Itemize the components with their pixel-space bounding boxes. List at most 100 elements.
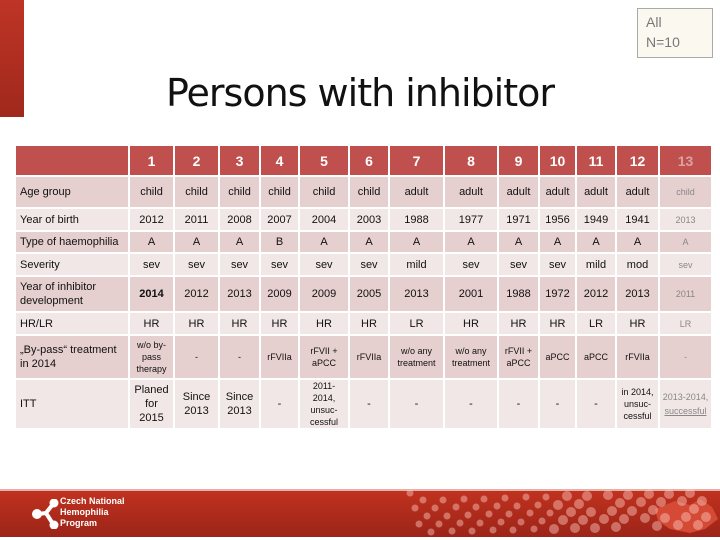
table-cell: rFVIIa <box>615 334 660 380</box>
table-cell: Since 2013 <box>218 378 261 430</box>
dot-decoration <box>660 513 670 523</box>
table-cell: A <box>128 230 175 254</box>
column-header: 2 <box>173 144 220 177</box>
table-cell: child <box>298 175 350 209</box>
table-cell: A <box>575 230 617 254</box>
column-header: 5 <box>298 144 350 177</box>
dot-decoration <box>505 510 513 518</box>
table-cell: HR <box>348 311 390 336</box>
table-cell: A <box>658 230 713 254</box>
table-cell: 2008 <box>218 207 261 232</box>
dot-decoration <box>460 495 468 503</box>
table-cell: 2012 <box>173 275 220 313</box>
table-cell: child <box>218 175 261 209</box>
dot-decoration <box>431 504 439 512</box>
table-cell: - <box>538 378 577 430</box>
header-corner <box>14 144 130 177</box>
dot-decoration <box>549 524 559 534</box>
dot-decoration <box>697 496 707 506</box>
table-cell: - <box>443 378 499 430</box>
table-row: Year of inhibitor development 2014 2012 201… <box>14 275 713 313</box>
count-box-line1: All <box>646 14 662 30</box>
dot-decoration <box>570 523 580 533</box>
table-cell: A <box>615 230 660 254</box>
column-header: 13 <box>658 144 713 177</box>
column-header: 9 <box>497 144 540 177</box>
column-header: 11 <box>575 144 617 177</box>
dot-decoration <box>677 496 687 506</box>
column-header: 3 <box>218 144 261 177</box>
table-cell: sev <box>348 252 390 277</box>
table-cell: rFVII + aPCC <box>298 334 350 380</box>
table-cell: 2003 <box>348 207 390 232</box>
dot-decoration <box>681 512 691 522</box>
dot-decoration <box>553 500 563 510</box>
table-cell: 2007 <box>259 207 300 232</box>
dot-decoration <box>546 509 554 517</box>
dot-decoration <box>456 519 464 527</box>
dot-decoration <box>603 490 613 500</box>
dot-decoration <box>452 503 460 511</box>
table-row: HR/LR HR HR HR HR HR HR LR HR HR HR LR HR LR <box>14 311 713 336</box>
table-cell: A <box>298 230 350 254</box>
dot-decoration <box>611 522 621 532</box>
table-cell: 2005 <box>348 275 390 313</box>
table-cell: in 2014, unsuc-cessful <box>615 378 660 430</box>
table-cell: A <box>173 230 220 254</box>
count-box: All N=10 <box>637 8 713 58</box>
row-label: Severity <box>14 252 130 277</box>
molecule-pattern-decoration <box>406 489 718 536</box>
logo-line: Czech National <box>60 496 125 506</box>
table-cell: LR <box>575 311 617 336</box>
table-cell: 2011-2014, unsuc-cessful <box>298 378 350 430</box>
table-cell: adult <box>575 175 617 209</box>
dot-decoration <box>439 496 447 504</box>
dot-decoration <box>411 504 419 512</box>
table-cell: adult <box>615 175 660 209</box>
table-cell: child <box>348 175 390 209</box>
count-box-line2: N=10 <box>646 34 680 50</box>
table-cell: HR <box>615 311 660 336</box>
dot-decoration <box>497 518 505 526</box>
table-cell: rFVIIa <box>348 334 390 380</box>
table-cell: aPCC <box>575 334 617 380</box>
dot-decoration <box>448 527 456 535</box>
table-cell: HR <box>298 311 350 336</box>
dot-decoration <box>406 489 414 497</box>
table-cell: 2013 <box>218 275 261 313</box>
dot-decoration <box>648 505 658 515</box>
dot-decoration <box>427 528 435 536</box>
footer-banner: Czech National Hemophilia Program <box>0 489 720 537</box>
table-cell: adult <box>388 175 445 209</box>
dot-decoration <box>685 489 695 498</box>
dot-decoration <box>656 497 666 507</box>
table-cell: A <box>443 230 499 254</box>
dot-decoration <box>501 494 509 502</box>
dot-decoration <box>590 523 600 533</box>
dot-decoration <box>493 502 501 510</box>
table-cell: 1941 <box>615 207 660 232</box>
dot-decoration <box>701 512 711 522</box>
column-header: 12 <box>615 144 660 177</box>
row-label: HR/LR <box>14 311 130 336</box>
table-cell: Planed for 2015 <box>128 378 175 430</box>
dot-decoration <box>485 510 493 518</box>
table-cell: - <box>173 334 220 380</box>
table-cell: 1949 <box>575 207 617 232</box>
table-cell: - <box>218 334 261 380</box>
table-cell: sev <box>538 252 577 277</box>
table-cell: mod <box>615 252 660 277</box>
program-logo-icon <box>32 499 59 529</box>
table-cell: sev <box>497 252 540 277</box>
dot-decoration <box>464 511 472 519</box>
table-cell: - <box>658 334 713 380</box>
table-row: Type of haemophilia A A A B A A A A A A A A A <box>14 230 713 254</box>
table-cell: 2013 <box>658 207 713 232</box>
table-cell: B <box>259 230 300 254</box>
column-header: 1 <box>128 144 175 177</box>
table-cell: LR <box>388 311 445 336</box>
table-cell: - <box>259 378 300 430</box>
table-cell: HR <box>497 311 540 336</box>
dot-decoration <box>476 519 484 527</box>
table-cell: 1972 <box>538 275 577 313</box>
